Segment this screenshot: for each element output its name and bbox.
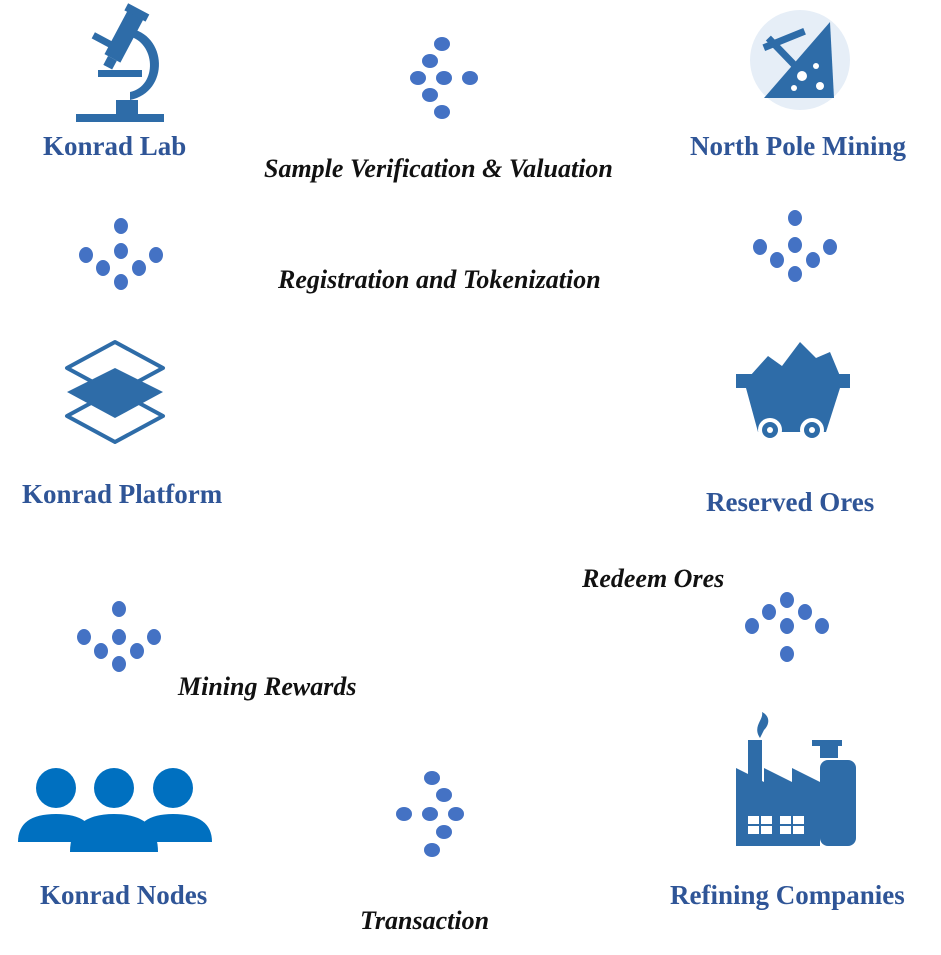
node-label-konrad-lab: Konrad Lab <box>43 131 187 161</box>
edge-label-sample-verification: Sample Verification & Valuation <box>264 154 613 183</box>
connector-dots-lab-mining <box>410 37 478 119</box>
edge-label-transaction: Transaction <box>360 906 490 935</box>
edge-label-mining-rewards: Mining Rewards <box>178 672 357 701</box>
factory-icon <box>736 712 856 846</box>
connector-dots-refining-ores <box>745 592 829 662</box>
node-label-north-pole-mining: North Pole Mining <box>690 131 906 161</box>
connector-dots-platform-nodes <box>77 601 161 672</box>
node-label-refining-companies: Refining Companies <box>670 880 905 910</box>
connector-dots-mining-ores <box>753 210 837 282</box>
edge-label-redeem-ores: Redeem Ores <box>582 564 725 593</box>
node-label-reserved-ores: Reserved Ores <box>706 487 875 517</box>
connector-dots-lab-platform <box>79 218 163 290</box>
people-group-icon <box>18 768 212 852</box>
microscope-icon <box>76 3 164 122</box>
mine-cart-icon <box>736 342 850 442</box>
node-label-konrad-nodes: Konrad Nodes <box>40 880 208 910</box>
connector-dots-nodes-refining <box>396 771 464 857</box>
layers-icon <box>65 340 165 444</box>
edge-label-registration: Registration and Tokenization <box>278 265 601 294</box>
mining-pickaxe-icon <box>750 10 850 110</box>
node-label-konrad-platform: Konrad Platform <box>22 479 223 509</box>
